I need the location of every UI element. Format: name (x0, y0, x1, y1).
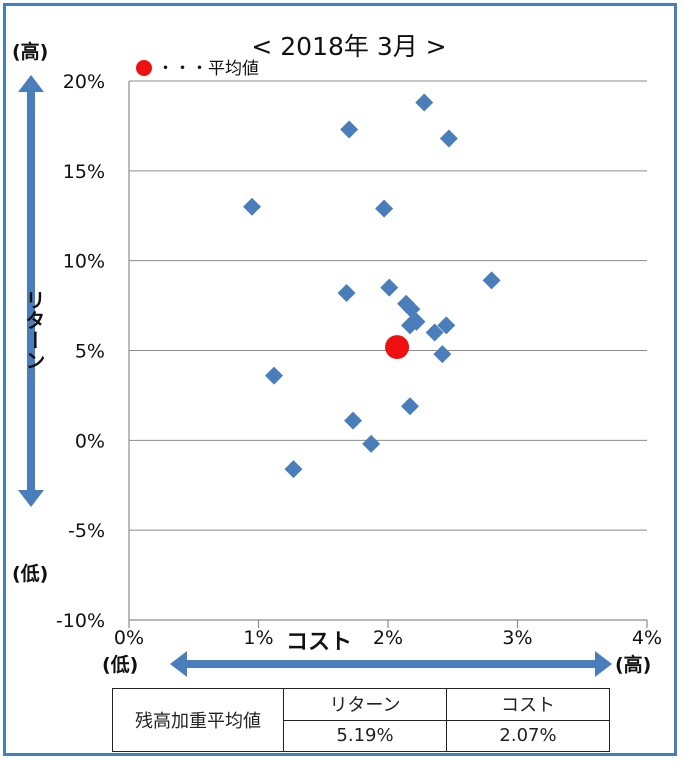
data-point (437, 316, 456, 335)
y-tick-label: 20% (63, 71, 105, 93)
data-point (482, 271, 501, 290)
data-point (340, 120, 359, 139)
data-point (362, 434, 381, 453)
data-point (344, 411, 363, 430)
data-point (243, 197, 262, 216)
summary-row-header: 残高加重平均値 (112, 688, 284, 752)
axes (128, 81, 648, 628)
x-tick-label: 2% (373, 627, 403, 649)
y-tick-label: -5% (68, 520, 105, 542)
y-tick-labels: 20% 15% 10% 5% 0% -5% -10% (56, 71, 105, 632)
x-high-label: (高) (615, 653, 651, 676)
data-point (284, 460, 303, 479)
chart-title: < 2018年 3月 > (251, 32, 446, 61)
x-tick-label: 4% (632, 627, 662, 649)
x-tick-label: 3% (502, 627, 532, 649)
y-high-label: (高) (12, 40, 48, 63)
data-point (401, 316, 420, 335)
legend-marker (136, 60, 152, 76)
summary-table: 残高加重平均値 リターン コスト 5.19% 2.07% (112, 688, 610, 752)
y-tick-label: 0% (75, 430, 105, 452)
data-point (415, 93, 434, 112)
x-tick-label: 1% (243, 627, 273, 649)
y-tick-label: 5% (75, 341, 105, 363)
summary-value-cost: 2.07% (446, 719, 610, 752)
x-tick-label: 0% (114, 627, 144, 649)
data-point (439, 129, 458, 148)
x-low-label: (低) (102, 653, 138, 676)
data-point (425, 323, 444, 342)
y-axis-title: リターン (22, 290, 46, 370)
legend-label: ・・・平均値 (157, 59, 259, 79)
y-tick-label: -10% (56, 610, 105, 632)
summary-value-return: 5.19% (283, 719, 447, 752)
chart-frame (3, 3, 677, 756)
data-point (265, 366, 284, 385)
y-tick-label: 15% (63, 161, 105, 183)
data-point (375, 199, 394, 218)
data-point (337, 284, 356, 303)
data-point (380, 278, 399, 297)
summary-col-return: リターン (283, 688, 447, 721)
x-axis-title: コスト (286, 630, 352, 655)
data-point (433, 345, 452, 364)
average-point-group (385, 335, 410, 360)
average-point (385, 335, 410, 360)
summary-col-cost: コスト (446, 688, 610, 721)
x-tick-labels: 0% 1% 2% 3% 4% (114, 627, 662, 649)
y-low-label: (低) (12, 562, 48, 585)
data-points (243, 93, 501, 479)
y-axis-arrow (18, 75, 44, 507)
gridlines (129, 80, 647, 531)
x-axis-arrow (170, 651, 612, 677)
y-tick-label: 10% (63, 251, 105, 273)
data-point (401, 397, 420, 416)
